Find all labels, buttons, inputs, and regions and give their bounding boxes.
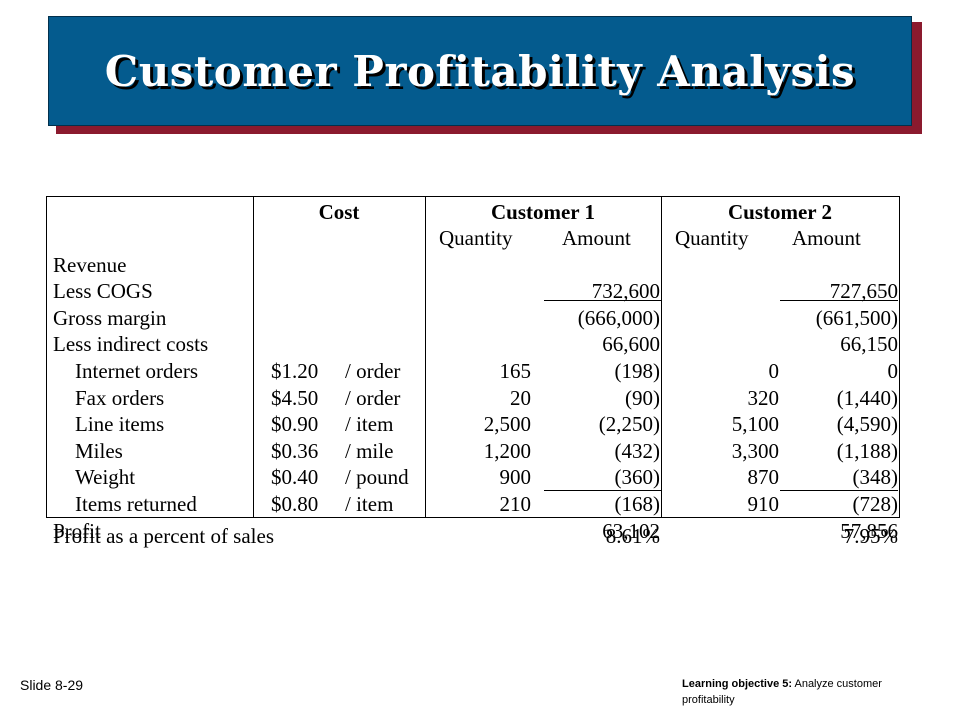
- row-7-c1q: 1,200: [483, 438, 531, 463]
- row-5-rate: $4.50: [271, 385, 319, 410]
- row-9-rate: $0.80: [271, 492, 319, 516]
- column-divider: [425, 197, 426, 517]
- row-5-c1q: 20: [510, 385, 531, 410]
- row-8-c1a: (360): [614, 465, 661, 490]
- rule-c2-profit: [780, 490, 898, 491]
- row-4-label: Internet orders: [75, 359, 199, 383]
- row-9-c1q: 210: [499, 492, 532, 516]
- slide-number: Slide 8-29: [20, 677, 84, 693]
- row-10-label: Profit: [53, 518, 101, 543]
- row-7-rate: $0.36: [271, 438, 319, 463]
- row-3-c1a: 66,600: [602, 332, 660, 357]
- rule-c1-profit: [544, 490, 661, 491]
- row-7-c1a: (432): [614, 438, 661, 463]
- title-banner: Customer Profitability Analysis: [48, 16, 912, 126]
- row-8-c2a: (348): [852, 465, 899, 490]
- header-c1-quantity: Quantity: [439, 226, 513, 250]
- header-c2-amount: Amount: [792, 226, 861, 250]
- row-7-c2a: (1,188): [836, 438, 898, 463]
- row-9-unit: / item: [345, 492, 394, 516]
- row-4-c2a: 0: [887, 359, 899, 383]
- row-8-rate: $0.40: [271, 465, 319, 490]
- header-c1-amount: Amount: [562, 226, 631, 250]
- learning-objective: Learning objective 5: Analyze customer p…: [682, 676, 922, 708]
- percent-c1: 8.61%: [605, 524, 660, 548]
- profitability-table: Cost Customer 1 Customer 2 Quantity Amou…: [46, 196, 900, 548]
- row-5-c1a: (90): [625, 385, 660, 410]
- row-10-c1a: 63,102: [602, 518, 660, 543]
- header-c2-quantity: Quantity: [675, 226, 749, 250]
- row-2-c2a: (661,500): [815, 305, 898, 330]
- row-6-c1q: 2,500: [483, 412, 531, 437]
- row-7-label: Miles: [75, 438, 123, 463]
- row-4-unit: / order: [345, 359, 401, 383]
- row-1-c1a: 732,600: [591, 279, 660, 304]
- row-1-label: Less COGS: [53, 279, 153, 304]
- row-9-c2q: 910: [747, 492, 780, 516]
- header-cost: Cost: [318, 200, 360, 224]
- row-2-c1a: (666,000): [577, 305, 660, 330]
- row-6-c1a: (2,250): [598, 412, 660, 437]
- row-4-c1a: (198): [614, 359, 661, 383]
- row-0-label: Revenue: [53, 252, 127, 277]
- objective-label: Learning objective 5:: [682, 678, 793, 690]
- row-5-unit: / order: [345, 385, 401, 410]
- row-4-rate: $1.20: [271, 359, 319, 383]
- row-3-c2a: 66,150: [840, 332, 898, 357]
- row-4-c2q: 0: [768, 359, 780, 383]
- row-6-c2q: 5,100: [731, 412, 779, 437]
- slide-title: Customer Profitability Analysis: [104, 46, 856, 96]
- row-6-rate: $0.90: [271, 412, 319, 437]
- header-customer-1: Customer 1: [490, 200, 595, 224]
- row-8-c2q: 870: [747, 465, 780, 490]
- row-8-label: Weight: [75, 465, 136, 490]
- row-6-label: Line items: [75, 412, 165, 437]
- row-4-c1q: 165: [499, 359, 532, 383]
- row-6-c2a: (4,590): [836, 412, 898, 437]
- row-3-label: Less indirect costs: [53, 332, 209, 357]
- header-customer-2: Customer 2: [727, 200, 832, 224]
- rule-c2-gross: [780, 300, 898, 301]
- percent-label: Profit as a percent of sales: [53, 524, 275, 548]
- rule-c1-gross: [544, 300, 661, 301]
- row-9-c2a: (728): [852, 492, 899, 516]
- row-5-c2q: 320: [747, 385, 780, 410]
- row-6-unit: / item: [345, 412, 394, 437]
- row-10-c2a: 57,856: [840, 518, 898, 543]
- row-7-unit: / mile: [345, 438, 394, 463]
- row-7-c2q: 3,300: [731, 438, 779, 463]
- row-9-c1a: (168): [614, 492, 661, 516]
- row-8-unit: / pound: [345, 465, 409, 490]
- percent-c2: 7.95%: [843, 524, 898, 548]
- column-divider: [253, 197, 254, 517]
- row-5-c2a: (1,440): [836, 385, 898, 410]
- row-2-label: Gross margin: [53, 305, 167, 330]
- row-8-c1q: 900: [499, 465, 532, 490]
- column-divider: [661, 197, 662, 517]
- row-9-label: Items returned: [75, 492, 197, 516]
- row-1-c2a: 727,650: [829, 279, 898, 304]
- objective-text: Analyze customer profitability: [682, 678, 882, 706]
- row-5-label: Fax orders: [75, 385, 165, 410]
